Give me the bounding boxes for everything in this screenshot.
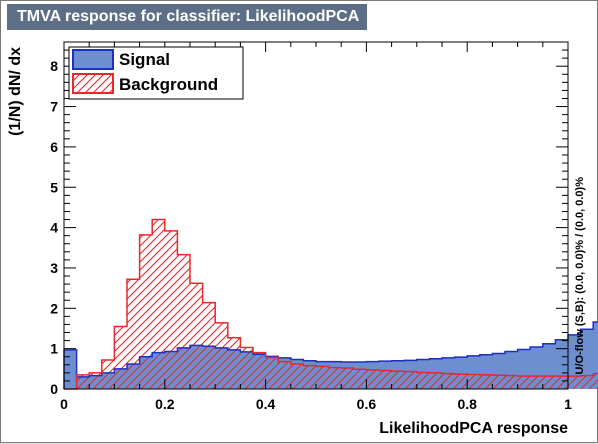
background-bin — [505, 375, 518, 389]
background-bin — [517, 376, 531, 389]
background-bin — [429, 372, 443, 389]
x-tick-label: 0.8 — [457, 396, 477, 412]
legend-background-label: Background — [119, 75, 218, 94]
y-tick-label: 4 — [50, 220, 58, 236]
signal-bin — [580, 329, 594, 389]
x-tick-label: 0 — [60, 396, 68, 412]
background-bin — [290, 363, 304, 389]
y-tick-label: 6 — [50, 139, 58, 155]
background-bin — [479, 374, 493, 389]
signal-bin — [593, 322, 598, 389]
background-bin — [454, 374, 468, 389]
x-tick-label: 1 — [564, 396, 572, 412]
background-bin — [555, 376, 569, 389]
legend-background-swatch — [72, 73, 114, 94]
y-tick-label: 2 — [50, 300, 58, 316]
background-bin — [240, 347, 254, 389]
x-tick-label: 0.2 — [155, 396, 175, 412]
background-bin — [530, 376, 544, 389]
signal-outline — [63, 321, 598, 389]
background-bin — [542, 376, 556, 389]
background-bin — [265, 357, 279, 389]
background-bin — [152, 219, 166, 389]
background-bin — [353, 369, 367, 389]
signal-bin — [64, 349, 77, 389]
background-bin — [328, 367, 342, 389]
background-bin — [316, 366, 329, 389]
background-bin — [341, 368, 355, 389]
background-bin — [467, 374, 481, 389]
background-bin — [127, 279, 140, 389]
background-bin — [76, 374, 90, 389]
background-bin — [114, 326, 128, 389]
legend-signal-label: Signal — [119, 50, 170, 69]
background-bin — [164, 230, 178, 389]
background-bin — [303, 365, 317, 389]
background-bin — [391, 371, 405, 389]
background-bin — [492, 375, 506, 389]
background-bin — [215, 322, 229, 389]
background-bin — [404, 371, 418, 389]
background-bin — [580, 375, 594, 389]
background-bin — [568, 376, 581, 389]
background-bin — [253, 352, 266, 389]
background-bin — [101, 359, 115, 389]
background-bin — [177, 254, 191, 389]
x-tick-label: 0.6 — [357, 396, 377, 412]
background-bin — [278, 361, 292, 389]
overflow-label: U/O-flow (S,B): (0.0, 0.0)% / (0.0, 0.0)… — [574, 177, 586, 375]
y-tick-label: 7 — [50, 99, 58, 115]
background-outline — [64, 218, 598, 390]
y-tick-label: 3 — [50, 260, 58, 276]
y-tick-label: 1 — [50, 341, 58, 357]
background-bin — [379, 370, 392, 389]
chart-title: TMVA response for classifier: Likelihood… — [7, 4, 367, 30]
y-axis-label: (1/N) dN/ dx — [7, 47, 24, 136]
background-bin — [416, 372, 430, 389]
background-bin — [89, 372, 103, 389]
y-tick-label: 0 — [50, 381, 58, 397]
x-tick-label: 0.4 — [256, 396, 276, 412]
background-series — [76, 219, 598, 389]
background-bin — [190, 283, 203, 389]
background-bin — [366, 370, 380, 389]
y-tick-label: 5 — [50, 179, 58, 195]
background-bin — [593, 373, 598, 389]
y-tick-label: 8 — [50, 58, 58, 74]
background-bin — [442, 373, 455, 389]
background-bin — [139, 234, 153, 389]
x-axis-label: LikelihoodPCA response — [379, 420, 568, 437]
background-bin — [227, 337, 241, 389]
legend-signal-swatch — [72, 49, 114, 70]
